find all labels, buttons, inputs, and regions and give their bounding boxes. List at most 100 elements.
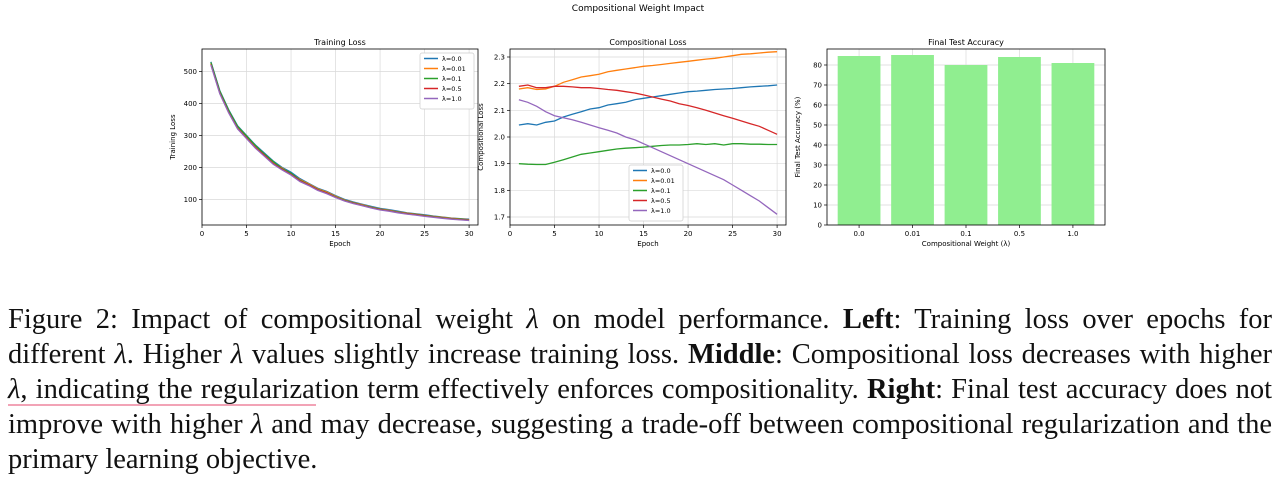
x-tick-label: 15 <box>331 230 340 238</box>
caption-lambda: λ <box>114 339 127 370</box>
bar <box>891 55 934 225</box>
x-tick-label: 5 <box>552 230 556 238</box>
series-line <box>518 84 778 135</box>
legend-box <box>628 164 684 222</box>
caption-text: : Training loss over epochs for differen… <box>8 304 1272 370</box>
x-tick-label: 25 <box>420 230 429 238</box>
x-tick-label: 0.01 <box>905 230 921 238</box>
legend-label: λ=0.0 <box>651 167 671 175</box>
x-axis-label: Compositional Weight (λ) <box>922 240 1011 248</box>
y-axis-label: Compositional Loss <box>477 103 485 171</box>
caption-lambda: λ <box>250 409 264 440</box>
chart-title: Training Loss <box>313 38 366 47</box>
y-tick-label: 10 <box>813 202 822 210</box>
figure: Compositional Weight Impact 0 5 10 15 20 25 30… <box>169 4 1106 248</box>
legend-label: λ=0.5 <box>651 197 671 205</box>
y-tick-label: 40 <box>813 142 822 150</box>
x-tick-label: 0 <box>508 230 512 238</box>
legend-label: λ=1.0 <box>442 95 462 103</box>
y-tick-label: 300 <box>184 132 197 140</box>
bar <box>944 65 988 225</box>
y-axis-label: Final Test Accuracy (%) <box>794 96 802 177</box>
series-line <box>518 51 778 91</box>
legend-label: λ=0.01 <box>442 65 466 73</box>
x-axis-label: Epoch <box>637 240 658 248</box>
y-tick-label: 400 <box>184 100 197 108</box>
bar <box>998 57 1041 225</box>
x-tick-label: 0.1 <box>960 230 971 238</box>
caption-left-label: Left <box>842 304 894 335</box>
x-tick-label: 30 <box>465 230 474 238</box>
x-tick-label: 15 <box>639 230 648 238</box>
legend: λ=0.0 λ=0.01 λ=0.1 λ=0.5 λ=1.0 <box>628 164 684 222</box>
x-tick-label: 0.5 <box>1014 230 1025 238</box>
series-line <box>518 99 778 215</box>
legend-label: λ=0.1 <box>442 75 462 83</box>
caption-lambda: λ <box>230 339 244 370</box>
y-tick-label: 500 <box>184 68 197 76</box>
caption-text: , indicating the regularization term eff… <box>20 374 867 405</box>
legend-box <box>419 52 475 110</box>
axes-frame <box>826 48 1106 226</box>
caption-lambda: λ <box>526 304 539 335</box>
y-tick-label: 1.8 <box>494 187 505 195</box>
chart-title: Final Test Accuracy <box>928 38 1004 47</box>
y-tick-label: 2.3 <box>494 54 505 62</box>
x-tick-label: 10 <box>287 230 296 238</box>
y-tick-label: 50 <box>813 122 822 130</box>
compositional-loss-panel: 0 5 10 15 20 25 301.71.81.92.02.12.22.3λ=0.0λ=… <box>477 38 787 248</box>
y-tick-label: 30 <box>813 162 822 170</box>
legend-label: λ=0.5 <box>442 85 462 93</box>
y-tick-label: 200 <box>184 164 197 172</box>
figure-caption: Figure 2: Impact of compositional weight… <box>8 302 1272 477</box>
y-tick-label: 0 <box>818 222 822 230</box>
caption-text: on model performance. <box>538 304 843 335</box>
x-tick-label: 30 <box>773 230 782 238</box>
x-tick-label: 20 <box>376 230 385 238</box>
x-tick-label: 10 <box>595 230 604 238</box>
caption-right-label: Right <box>866 374 936 405</box>
bar <box>1051 63 1095 225</box>
legend-label: λ=1.0 <box>651 207 671 215</box>
series-line <box>210 64 470 222</box>
y-tick-label: 60 <box>813 102 822 110</box>
caption-text: : Final test accuracy does not improve w… <box>8 374 1273 440</box>
figure-suptitle: Compositional Weight Impact <box>572 4 705 14</box>
y-tick-label: 2.1 <box>494 107 505 115</box>
caption-middle-label: Middle <box>687 339 776 370</box>
y-tick-label: 1.9 <box>494 160 505 168</box>
axes-frame <box>509 48 787 226</box>
y-tick-label: 20 <box>813 182 822 190</box>
training-loss-panel: 0 5 10 15 20 25 30100200300400500λ=0.0λ=0.01λ=… <box>169 38 479 248</box>
series-line <box>518 84 778 126</box>
series-line <box>518 143 778 166</box>
axes-frame <box>201 48 479 226</box>
y-tick-label: 100 <box>184 196 197 204</box>
caption-lambda: λ <box>8 374 21 405</box>
caption-text: . Higher <box>126 339 231 370</box>
legend-label: λ=0.1 <box>651 187 671 195</box>
y-axis-label: Training Loss <box>169 114 177 161</box>
x-tick-label: 0.0 <box>854 230 865 238</box>
final-accuracy-panel: 0 10 20 30 40 50 60 70 80 0.0 0.01 0.1 0.5 1.0 Final T… <box>794 38 1106 248</box>
caption-text: and may decrease, suggesting a trade-off… <box>8 409 1272 475</box>
x-tick-label: 5 <box>244 230 248 238</box>
y-tick-label: 1.7 <box>494 214 505 222</box>
x-tick-label: 0 <box>200 230 204 238</box>
caption-text: : Compositional loss decreases with high… <box>775 339 1273 370</box>
x-tick-label: 25 <box>728 230 737 238</box>
x-tick-label: 1.0 <box>1067 230 1078 238</box>
y-tick-label: 80 <box>813 62 822 70</box>
y-tick-label: 2.0 <box>494 134 505 142</box>
caption-text: values slightly increase training loss. <box>243 339 688 370</box>
legend: λ=0.0 λ=0.01 λ=0.1 λ=0.5 λ=1.0 <box>419 52 475 110</box>
y-tick-label: 2.2 <box>494 80 505 88</box>
y-tick-label: 70 <box>813 82 822 90</box>
chart-title: Compositional Loss <box>609 38 686 47</box>
caption-figure-label: Figure 2: Impact of compositional weight <box>8 304 527 335</box>
x-axis-label: Epoch <box>329 240 350 248</box>
legend-label: λ=0.0 <box>442 55 462 63</box>
text-highlight-underline <box>8 404 316 406</box>
legend-label: λ=0.01 <box>651 177 675 185</box>
bar <box>837 56 881 225</box>
